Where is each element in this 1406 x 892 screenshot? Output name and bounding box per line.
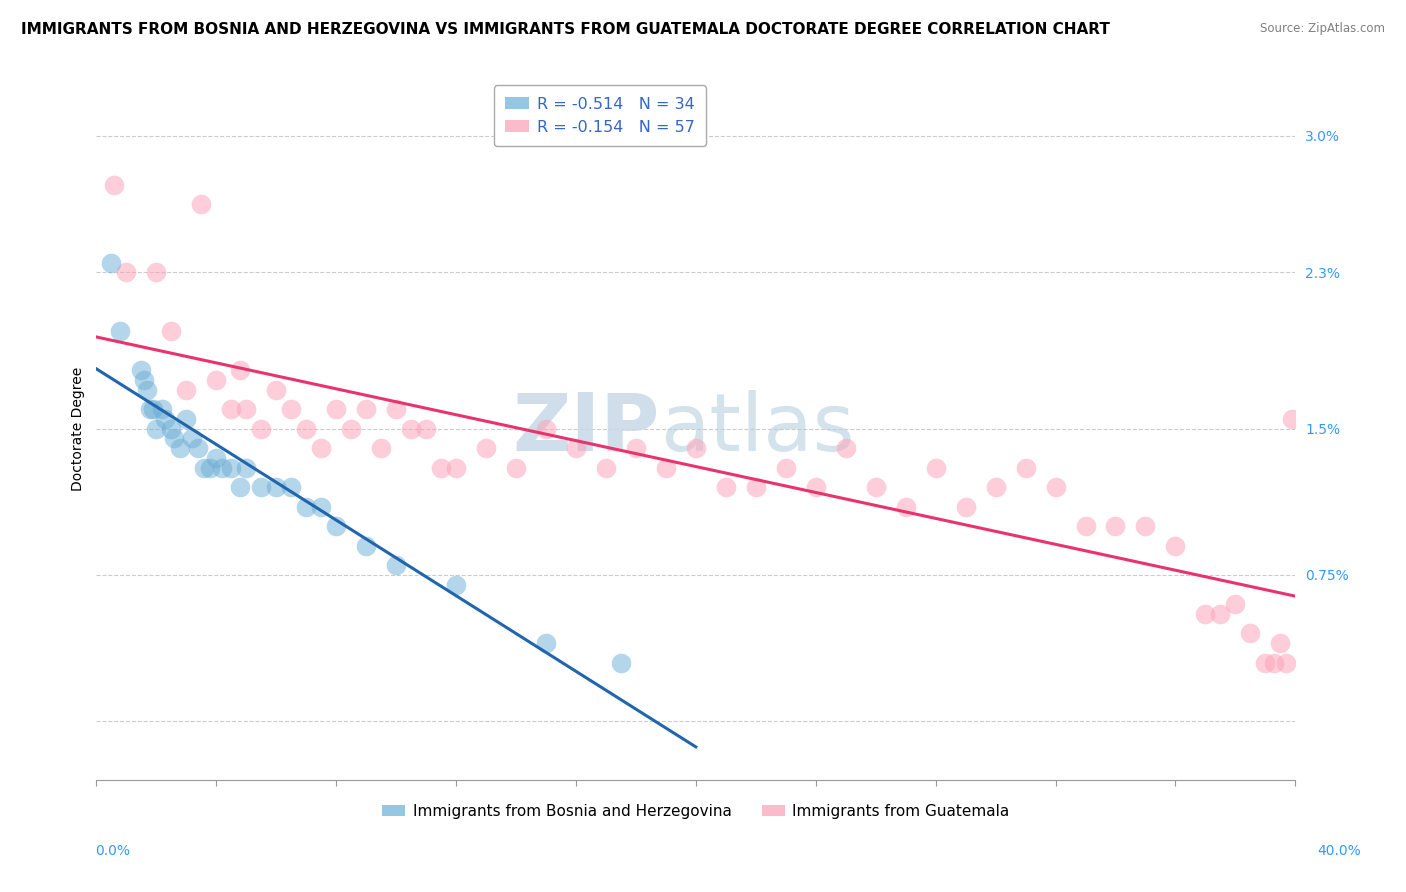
Point xyxy=(1270,636,1292,650)
Point xyxy=(280,480,302,494)
Point xyxy=(235,460,257,475)
Point xyxy=(894,500,917,514)
Point xyxy=(565,441,588,455)
Point xyxy=(150,402,173,417)
Point xyxy=(1254,656,1277,670)
Point xyxy=(325,519,347,533)
Point xyxy=(1209,607,1232,621)
Point xyxy=(1225,597,1247,611)
Point xyxy=(865,480,887,494)
Point xyxy=(264,480,287,494)
Point xyxy=(685,441,707,455)
Point xyxy=(200,460,222,475)
Point xyxy=(145,421,167,435)
Point xyxy=(134,373,156,387)
Point xyxy=(1104,519,1126,533)
Point xyxy=(1045,480,1067,494)
Point xyxy=(924,460,946,475)
Point xyxy=(354,402,377,417)
Point xyxy=(174,383,197,397)
Point xyxy=(1239,626,1261,640)
Point xyxy=(110,324,132,338)
Point xyxy=(295,421,318,435)
Point xyxy=(174,411,197,425)
Point xyxy=(250,421,273,435)
Point xyxy=(1281,411,1303,425)
Point xyxy=(1275,656,1298,670)
Point xyxy=(250,480,273,494)
Text: Source: ZipAtlas.com: Source: ZipAtlas.com xyxy=(1260,22,1385,36)
Point xyxy=(145,265,167,279)
Point xyxy=(385,402,408,417)
Point xyxy=(1164,539,1187,553)
Point xyxy=(190,197,212,211)
Point xyxy=(655,460,678,475)
Point xyxy=(115,265,138,279)
Point xyxy=(325,402,347,417)
Point xyxy=(835,441,858,455)
Text: IMMIGRANTS FROM BOSNIA AND HERZEGOVINA VS IMMIGRANTS FROM GUATEMALA DOCTORATE DE: IMMIGRANTS FROM BOSNIA AND HERZEGOVINA V… xyxy=(21,22,1109,37)
Point xyxy=(100,256,122,270)
Point xyxy=(181,431,204,445)
Point xyxy=(505,460,527,475)
Point xyxy=(534,421,557,435)
Y-axis label: Doctorate Degree: Doctorate Degree xyxy=(72,367,86,491)
Point xyxy=(775,460,797,475)
Text: 40.0%: 40.0% xyxy=(1317,844,1361,858)
Point xyxy=(804,480,827,494)
Text: ZIP: ZIP xyxy=(513,390,659,467)
Point xyxy=(1263,656,1285,670)
Point xyxy=(187,441,209,455)
Point xyxy=(142,402,165,417)
Point xyxy=(229,363,252,377)
Point xyxy=(595,460,617,475)
Point xyxy=(475,441,498,455)
Point xyxy=(430,460,453,475)
Point xyxy=(131,363,153,377)
Point xyxy=(444,460,467,475)
Point xyxy=(169,441,191,455)
Point xyxy=(714,480,737,494)
Point xyxy=(534,636,557,650)
Point xyxy=(399,421,422,435)
Text: atlas: atlas xyxy=(659,390,855,467)
Point xyxy=(264,383,287,397)
Point xyxy=(205,373,228,387)
Point xyxy=(1135,519,1157,533)
Point xyxy=(219,402,242,417)
Point xyxy=(211,460,233,475)
Point xyxy=(354,539,377,553)
Point xyxy=(415,421,437,435)
Point xyxy=(193,460,215,475)
Point xyxy=(385,558,408,572)
Point xyxy=(219,460,242,475)
Point xyxy=(229,480,252,494)
Point xyxy=(984,480,1007,494)
Point xyxy=(235,402,257,417)
Point xyxy=(444,577,467,591)
Point xyxy=(370,441,392,455)
Point xyxy=(624,441,647,455)
Point xyxy=(295,500,318,514)
Point xyxy=(1074,519,1097,533)
Point xyxy=(163,431,186,445)
Point xyxy=(205,450,228,465)
Point xyxy=(155,411,177,425)
Point xyxy=(139,402,162,417)
Point xyxy=(103,178,125,192)
Point xyxy=(745,480,768,494)
Point xyxy=(1014,460,1036,475)
Point xyxy=(1194,607,1216,621)
Point xyxy=(136,383,159,397)
Point xyxy=(309,500,332,514)
Point xyxy=(955,500,977,514)
Point xyxy=(309,441,332,455)
Text: 0.0%: 0.0% xyxy=(96,844,131,858)
Point xyxy=(280,402,302,417)
Point xyxy=(610,656,633,670)
Legend: Immigrants from Bosnia and Herzegovina, Immigrants from Guatemala: Immigrants from Bosnia and Herzegovina, … xyxy=(375,797,1017,824)
Point xyxy=(160,324,183,338)
Point xyxy=(340,421,363,435)
Point xyxy=(160,421,183,435)
